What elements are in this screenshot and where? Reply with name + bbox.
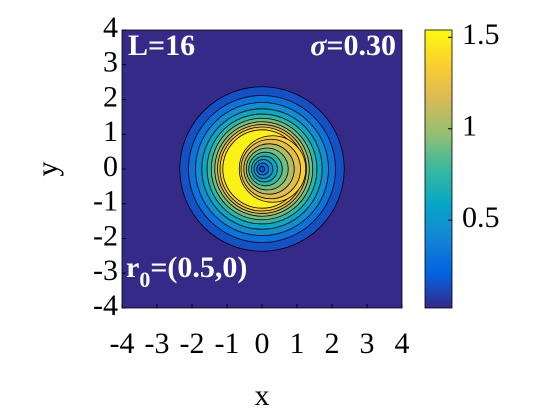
x-tick-label: -2 xyxy=(180,327,205,360)
annotation-value: =(0.5,0) xyxy=(150,251,247,284)
annotation-symbol: r xyxy=(126,251,139,284)
plot-area xyxy=(122,30,402,308)
x-tick-label: 0 xyxy=(255,327,270,360)
y-tick-label: 1 xyxy=(103,115,118,148)
y-tick-label: -3 xyxy=(93,254,118,287)
annotation: L=16 xyxy=(128,29,195,62)
x-tick-label: -4 xyxy=(110,327,135,360)
annotation-value: =0.30 xyxy=(326,29,396,62)
x-axis-label: x xyxy=(255,379,270,412)
annotation-subscript: 0 xyxy=(139,267,150,292)
y-tick-label: 2 xyxy=(103,80,118,113)
y-tick-label: 4 xyxy=(103,11,118,44)
y-axis-label: y xyxy=(31,162,64,177)
y-tick-label: 3 xyxy=(103,46,118,79)
x-tick-label: -1 xyxy=(215,327,240,360)
colorbar-tick-label: 1 xyxy=(462,110,477,143)
annotation: σ=0.30 xyxy=(310,29,396,62)
y-tick-label: -1 xyxy=(93,185,118,218)
y-tick-label: -2 xyxy=(93,219,118,252)
x-tick-label: 2 xyxy=(325,327,340,360)
x-tick-label: 4 xyxy=(395,327,410,360)
colorbar-tick-label: 0.5 xyxy=(462,201,500,234)
colorbar xyxy=(424,29,453,309)
x-tick-label: 1 xyxy=(290,327,305,360)
y-tick-label: 0 xyxy=(103,150,118,183)
x-tick-label: -3 xyxy=(145,327,170,360)
contour-region xyxy=(258,165,266,173)
colorbar-tick-label: 1.5 xyxy=(462,18,500,51)
x-tick-label: 3 xyxy=(360,327,375,360)
annotation-symbol: σ xyxy=(310,29,327,62)
y-tick-label: -4 xyxy=(93,289,118,322)
annotation: r0=(0.5,0) xyxy=(126,251,247,292)
